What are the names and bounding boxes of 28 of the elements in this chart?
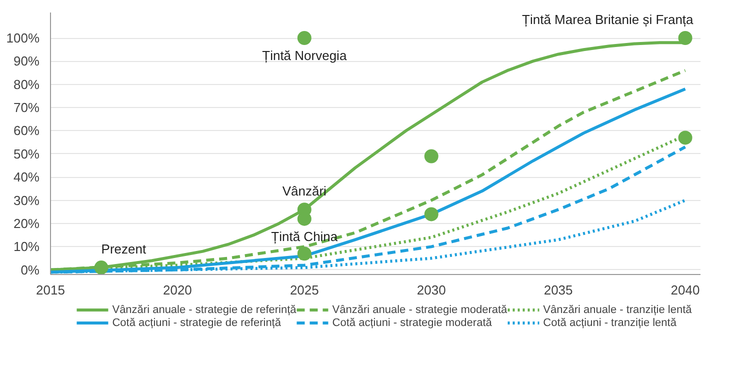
x-tick-label: 2040	[670, 282, 700, 298]
y-tick-label: 70%	[13, 100, 40, 116]
y-tick-label: 50%	[13, 146, 40, 162]
x-tick-label: 2030	[416, 282, 446, 298]
annotation: Țintă Norvegia	[262, 48, 348, 64]
y-tick-label: 60%	[13, 123, 40, 138]
legend-label: Vânzări anuale - tranziție lentă	[543, 303, 692, 316]
annotation: Țintă Marea Britanie și Franța	[522, 12, 694, 28]
x-tick-label: 2020	[162, 282, 192, 298]
legend-label: Vânzări anuale - strategie de referință	[112, 303, 296, 316]
x-tick-label: 2035	[544, 282, 573, 298]
annotation: Vânzări	[282, 184, 327, 199]
legend-label: Cotă acțiuni - strategie de referință	[112, 316, 281, 329]
legend-label: Vânzări anuale - strategie moderată	[332, 303, 508, 316]
legend-label: Cotă acțiuni - tranziție lentă	[543, 316, 676, 329]
y-tick-label: 90%	[13, 54, 40, 69]
legend-label: Cotă acțiuni - strategie moderată	[332, 316, 492, 329]
y-tick-label: 30%	[13, 192, 40, 208]
x-tick-label: 2025	[290, 282, 319, 298]
annotation: Țintă China	[271, 228, 338, 244]
y-tick-label: 100%	[6, 30, 40, 46]
y-tick-label: 10%	[13, 239, 40, 254]
y-tick-label: 80%	[13, 76, 40, 92]
annotation: Prezent	[101, 242, 146, 257]
y-tick-label: 40%	[13, 170, 40, 185]
y-tick-label: 0%	[20, 262, 40, 278]
x-tick-label: 2015	[36, 282, 65, 298]
y-tick-label: 20%	[13, 216, 40, 231]
